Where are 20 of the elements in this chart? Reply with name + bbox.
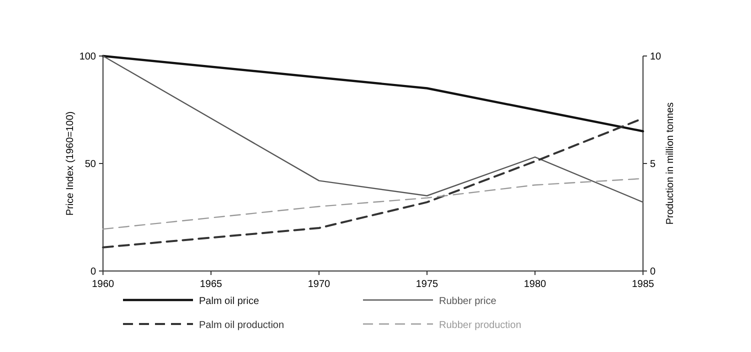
text: Palm oil production bbox=[199, 320, 284, 331]
y2-tick-label: 5 bbox=[650, 159, 656, 170]
y-axis-title: Price Index (1960=100) bbox=[65, 111, 76, 216]
y-tick-label: 50 bbox=[84, 159, 96, 170]
x-tick-label: 1980 bbox=[524, 279, 547, 290]
line-series bbox=[102, 54, 644, 132]
x-tick-label: 1985 bbox=[632, 279, 655, 290]
text: Palm oil price bbox=[199, 296, 260, 307]
y2-axis-title: Production in million tonnes bbox=[665, 102, 676, 225]
text: Rubber price bbox=[439, 296, 497, 307]
y-tick-label: 0 bbox=[90, 266, 96, 278]
x-tick-label: 1970 bbox=[308, 279, 331, 290]
y-tick-label: 100 bbox=[79, 52, 96, 62]
y2-tick-label: 10 bbox=[650, 52, 662, 62]
text: Rubber production bbox=[439, 320, 522, 331]
x-tick-label: 1960 bbox=[92, 279, 115, 290]
x-tick-label: 1975 bbox=[416, 279, 439, 290]
y2-tick-label: 0 bbox=[650, 266, 656, 278]
line-series bbox=[102, 55, 644, 203]
x-tick-label: 1965 bbox=[200, 279, 223, 290]
